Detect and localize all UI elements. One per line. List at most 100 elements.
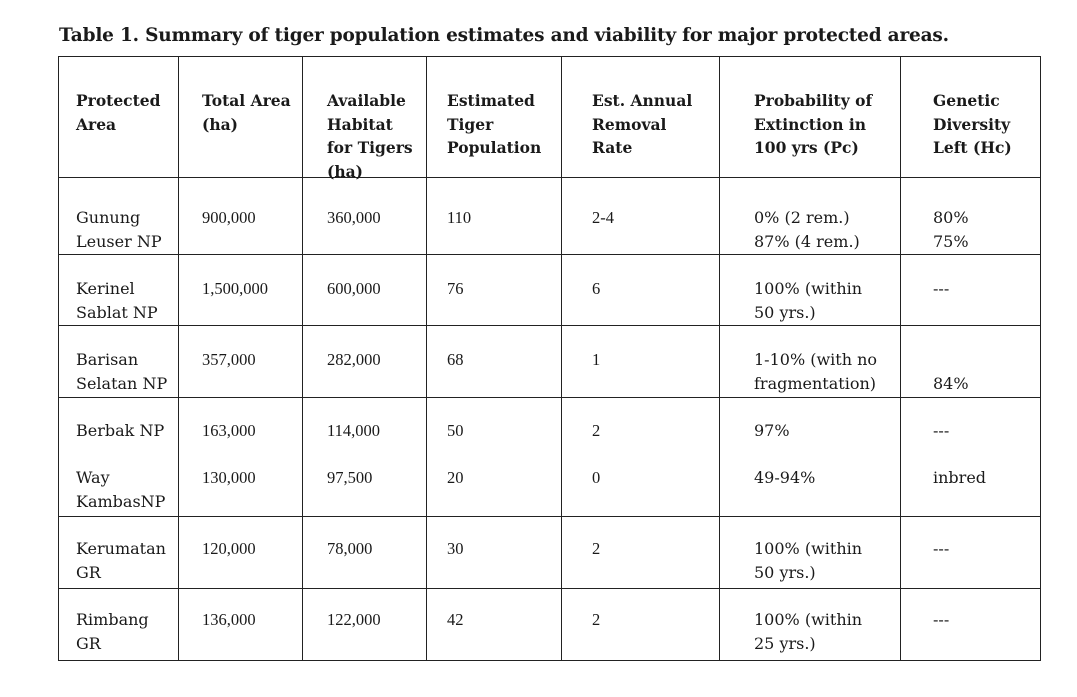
- header-extinction-probability-line: Probability of: [754, 91, 873, 110]
- header-extinction-probability-line: 100 yrs (Pc): [754, 138, 859, 157]
- cell-population-line: 68: [447, 350, 464, 369]
- row-divider: [59, 325, 1040, 326]
- header-genetic-diversity-line: Diversity: [933, 114, 1011, 134]
- cell-extinction: 49-94%: [754, 466, 815, 490]
- cell-population: 30: [447, 537, 464, 561]
- row-divider: [59, 588, 1040, 589]
- cell-area: Rimbang GR: [76, 608, 149, 655]
- cell-area: Kerumatan GR: [76, 537, 166, 584]
- cell-removal-line: 2: [592, 539, 601, 558]
- cell-diversity: ---: [933, 537, 949, 561]
- cell-total: 136,000: [202, 608, 256, 632]
- cell-area-line: Barisan: [76, 350, 139, 369]
- cell-population-line: 50: [447, 421, 464, 440]
- header-available-habitat-line: (ha): [327, 161, 363, 181]
- cell-extinction-line: 100% (within: [754, 610, 863, 629]
- column-divider: [178, 57, 179, 660]
- cell-diversity-line: 84%: [933, 373, 969, 393]
- cell-area-line: Rimbang: [76, 610, 149, 629]
- cell-population: 42: [447, 608, 464, 632]
- cell-removal-line: 2: [592, 610, 601, 629]
- cell-habitat: 600,000: [327, 277, 381, 301]
- header-estimated-population-line: Estimated: [447, 91, 535, 110]
- cell-population: 68: [447, 348, 464, 372]
- cell-habitat-line: 360,000: [327, 208, 381, 227]
- cell-area-line: KambasNP: [76, 491, 166, 511]
- table-caption: Table 1. Summary of tiger population est…: [59, 25, 949, 46]
- cell-extinction-line: fragmentation): [754, 373, 876, 393]
- cell-removal-line: 1: [592, 350, 601, 369]
- cell-total-line: 1,500,000: [202, 279, 268, 298]
- cell-area-line: GR: [76, 562, 101, 582]
- header-genetic-diversity: Genetic Diversity Left (Hc): [933, 89, 1012, 160]
- cell-habitat-line: 78,000: [327, 539, 373, 558]
- cell-extinction-line: 87% (4 rem.): [754, 231, 860, 251]
- cell-total-line: 120,000: [202, 539, 256, 558]
- cell-extinction: 100% (within 50 yrs.): [754, 277, 862, 324]
- cell-total-line: 900,000: [202, 208, 256, 227]
- cell-area-line: Kerumatan: [76, 539, 166, 558]
- cell-extinction: 100% (within 25 yrs.): [754, 608, 862, 655]
- header-total-area-line: (ha): [202, 114, 238, 134]
- cell-extinction-line: 97%: [754, 421, 790, 440]
- cell-habitat: 282,000: [327, 348, 381, 372]
- header-estimated-population-line: Population: [447, 138, 542, 157]
- header-annual-removal-line: Rate: [592, 138, 633, 157]
- cell-area: Barisan Selatan NP: [76, 348, 167, 395]
- cell-total: 120,000: [202, 537, 256, 561]
- cell-diversity: ---: [933, 277, 949, 301]
- cell-diversity-line: inbred: [933, 468, 987, 487]
- header-total-area-line: Total Area: [202, 91, 291, 110]
- cell-habitat: 97,500: [327, 466, 372, 490]
- cell-population: 50: [447, 419, 464, 443]
- cell-removal: 0: [592, 466, 600, 490]
- cell-diversity-line: ---: [933, 610, 950, 629]
- cell-habitat-line: 114,000: [327, 421, 381, 440]
- header-genetic-diversity-line: Left (Hc): [933, 138, 1012, 157]
- cell-extinction: 0% (2 rem.) 87% (4 rem.): [754, 206, 860, 253]
- header-annual-removal-line: Removal: [592, 114, 667, 134]
- cell-total-line: 163,000: [202, 421, 256, 440]
- cell-area: Way KambasNP: [76, 466, 165, 513]
- header-protected-area-line: Area: [76, 114, 117, 134]
- cell-area-line: Leuser NP: [76, 231, 162, 251]
- cell-extinction: 1-10% (with no fragmentation): [754, 348, 877, 395]
- cell-diversity: ---: [933, 419, 949, 443]
- header-protected-area-line: Protected: [76, 91, 161, 110]
- cell-removal: 2: [592, 419, 600, 443]
- cell-habitat-line: 282,000: [327, 350, 381, 369]
- column-divider: [302, 57, 303, 660]
- cell-diversity-line: 75%: [933, 231, 969, 251]
- cell-total: 130,000: [202, 466, 256, 490]
- tiger-viability-table: Protected Area Total Area (ha) Available Habi…: [58, 56, 1041, 661]
- cell-diversity-line: 80%: [933, 208, 969, 227]
- cell-area: Gunung Leuser NP: [76, 206, 162, 253]
- cell-total: 357,000: [202, 348, 256, 372]
- cell-extinction-line: 1-10% (with no: [754, 350, 878, 369]
- cell-habitat-line: 97,500: [327, 468, 373, 487]
- cell-area-line: GR: [76, 633, 101, 653]
- cell-habitat-line: 600,000: [327, 279, 381, 298]
- cell-total-line: 136,000: [202, 610, 256, 629]
- row-divider: [59, 177, 1040, 178]
- cell-extinction-line: 50 yrs.): [754, 562, 816, 582]
- cell-area-line: Berbak NP: [76, 421, 165, 440]
- cell-removal: 6: [592, 277, 600, 301]
- header-available-habitat-line: for Tigers: [327, 138, 413, 157]
- cell-habitat: 122,000: [327, 608, 381, 632]
- cell-removal: 2: [592, 537, 600, 561]
- cell-population-line: 110: [447, 208, 472, 227]
- cell-population-line: 20: [447, 468, 464, 487]
- cell-total: 900,000: [202, 206, 256, 230]
- column-divider: [561, 57, 562, 660]
- cell-removal-line: 0: [592, 468, 601, 487]
- column-divider: [426, 57, 427, 660]
- cell-removal-line: 2-4: [592, 208, 614, 227]
- cell-population: 20: [447, 466, 464, 490]
- row-divider: [59, 254, 1040, 255]
- header-annual-removal: Est. Annual Removal Rate: [592, 89, 692, 160]
- cell-diversity: 84%: [933, 372, 969, 396]
- cell-removal-line: 6: [592, 279, 601, 298]
- header-extinction-probability-line: Extinction in: [754, 114, 867, 134]
- row-divider: [59, 397, 1040, 398]
